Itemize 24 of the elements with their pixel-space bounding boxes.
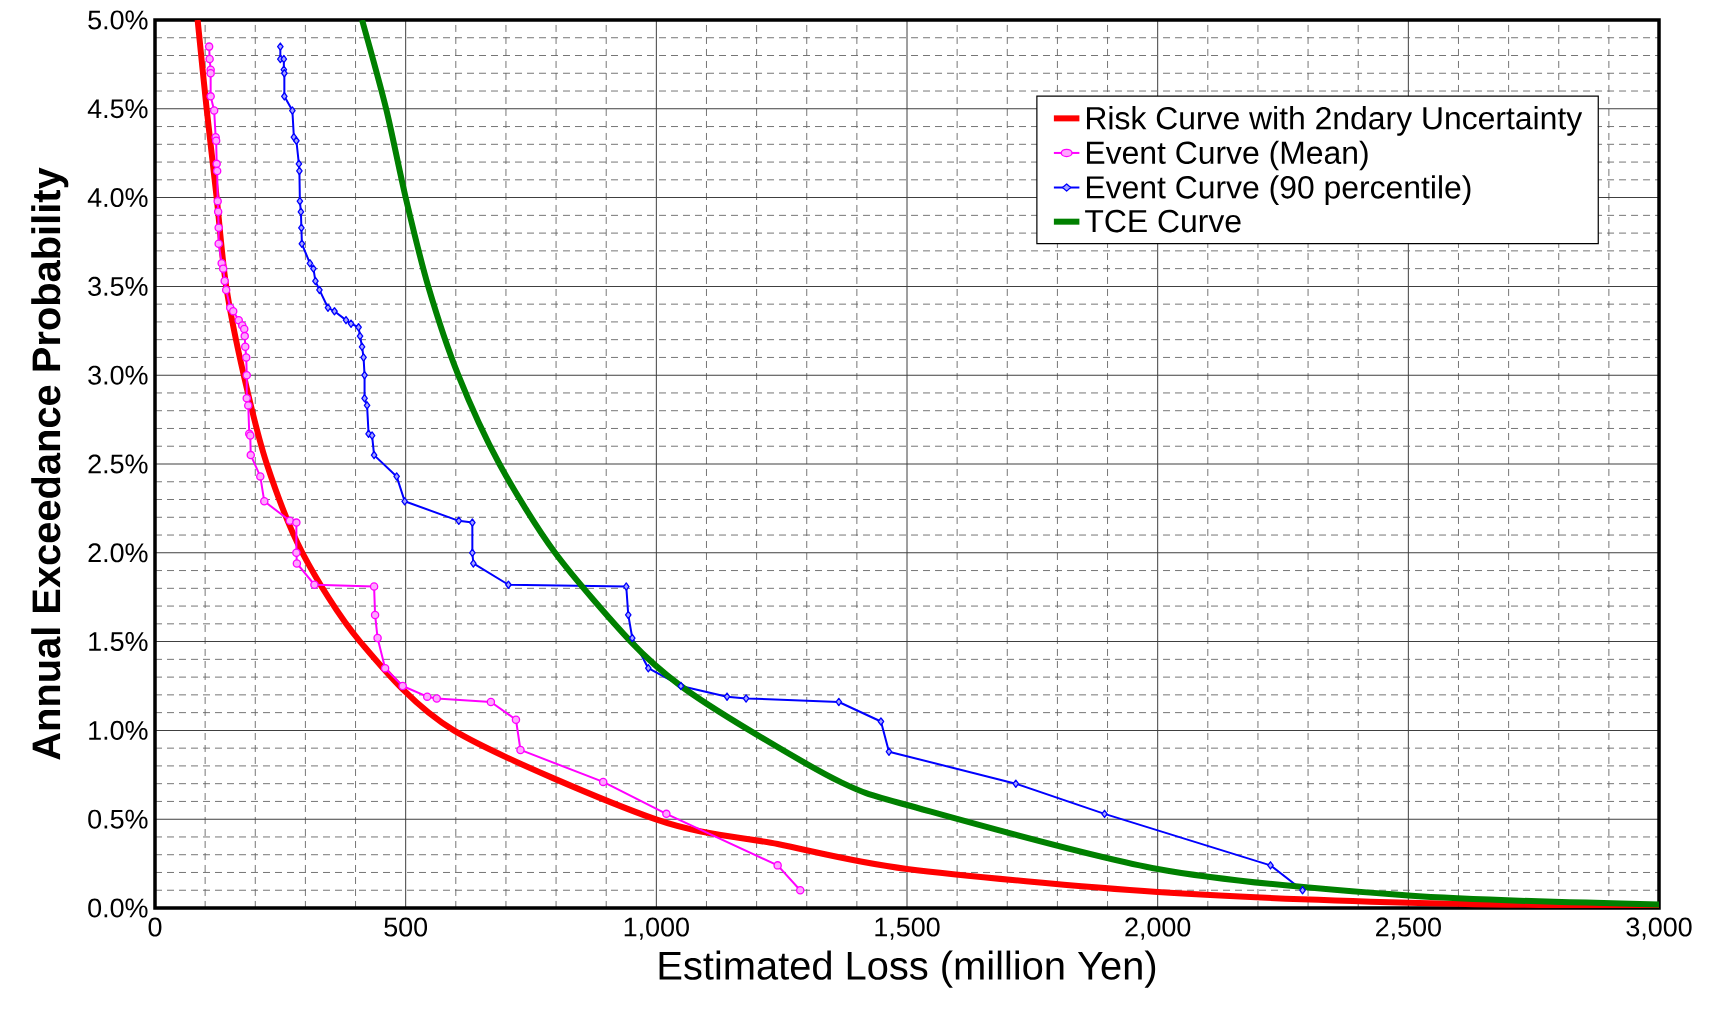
- y-tick-label: 0.0%: [88, 898, 148, 918]
- x-tick-label: 1,000: [624, 917, 689, 940]
- x-tick-label: 3,000: [1626, 917, 1692, 940]
- y-tick-label: 2.0%: [88, 543, 148, 563]
- y-tick-label: 0.5%: [88, 809, 148, 829]
- x-tick-label: 2,500: [1376, 917, 1441, 940]
- y-tick-label: 3.0%: [88, 365, 148, 385]
- legend-label: TCE Curve: [1085, 209, 1241, 233]
- y-axis-title: Annual Exceedance Probability: [31, 167, 69, 760]
- y-tick-label: 5.0%: [88, 10, 148, 30]
- x-axis-title: Estimated Loss (million Yen): [659, 950, 1156, 988]
- legend-label: Event Curve (Mean): [1087, 140, 1368, 171]
- y-tick-label: 1.0%: [89, 720, 148, 740]
- legend-label: Event Curve (90 percentile): [1087, 175, 1471, 205]
- y-tick-label: 2.5%: [88, 454, 148, 474]
- y-tick-label: 3.5%: [88, 276, 148, 296]
- x-tick-label: 2,000: [1125, 917, 1191, 940]
- legend-label: Risk Curve with 2ndary Uncertainty: [1087, 106, 1583, 136]
- x-tick-label: 500: [384, 917, 428, 937]
- y-tick-label: 4.0%: [87, 188, 148, 208]
- y-tick-label: 4.5%: [87, 99, 148, 119]
- x-tick-label: 0: [148, 917, 162, 937]
- x-tick-label: 1,500: [875, 917, 940, 940]
- y-tick-label: 1.5%: [89, 632, 148, 652]
